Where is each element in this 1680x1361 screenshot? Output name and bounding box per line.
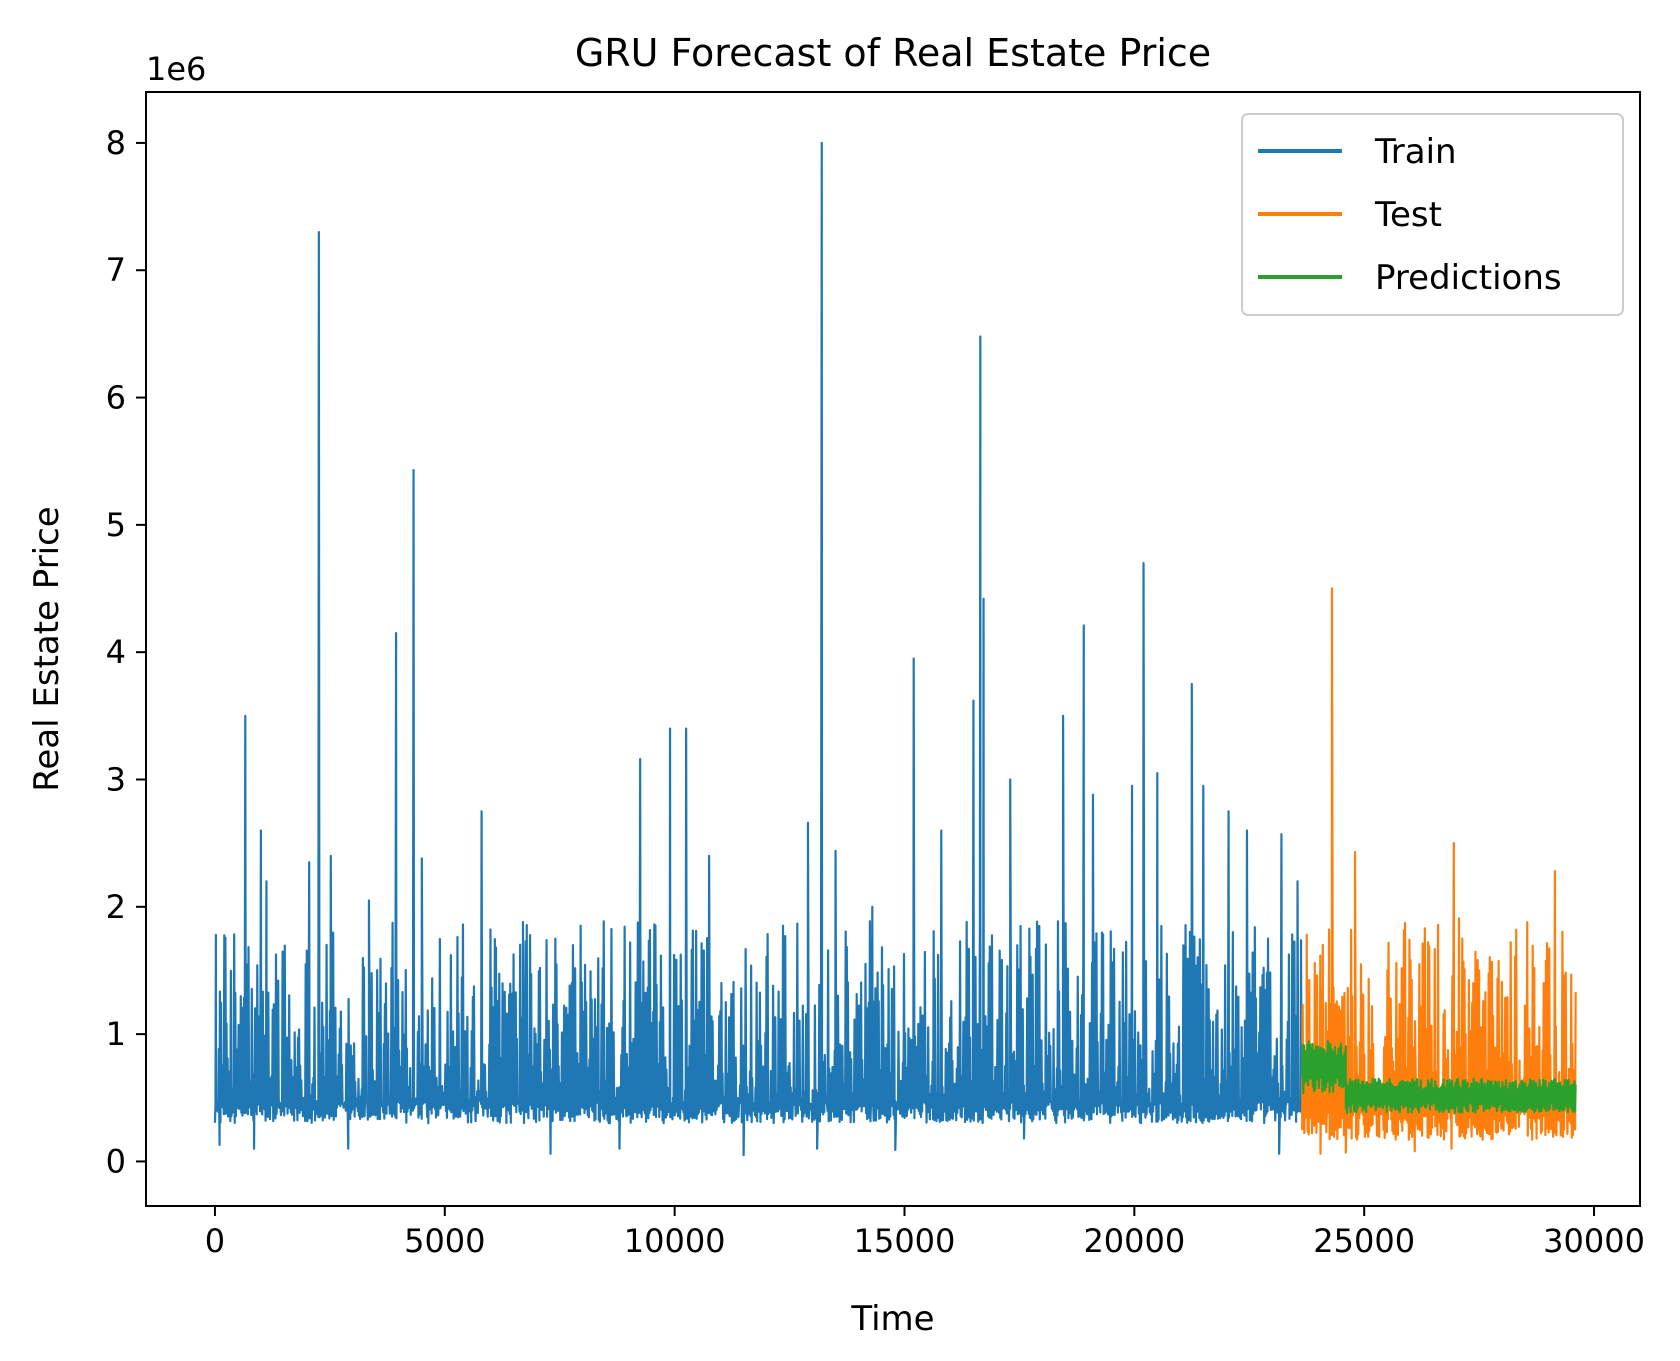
x-axis-ticks: 0 5000 10000 15000 20000 25000 30000 bbox=[205, 1206, 1645, 1260]
x-tick-label: 25000 bbox=[1313, 1222, 1415, 1260]
y-tick-label: 0 bbox=[106, 1142, 126, 1180]
y-tick-label: 3 bbox=[106, 760, 126, 798]
legend-label-test: Test bbox=[1374, 195, 1442, 235]
series-line-train bbox=[213, 141, 1304, 1157]
series-line-predictions bbox=[1301, 1039, 1577, 1115]
y-tick-label: 5 bbox=[106, 506, 126, 544]
y-tick-label: 4 bbox=[106, 633, 126, 671]
y-tick-label: 1 bbox=[106, 1015, 126, 1053]
y-axis-label: Real Estate Price bbox=[27, 506, 67, 791]
y-tick-label: 7 bbox=[106, 251, 126, 289]
plot-area bbox=[213, 141, 1577, 1157]
legend-box bbox=[1241, 113, 1624, 316]
x-tick-label: 30000 bbox=[1543, 1222, 1645, 1260]
series-layer bbox=[213, 141, 1577, 1157]
y-tick-label: 6 bbox=[106, 379, 126, 417]
y-axis-ticks: 0 1 2 3 4 5 6 7 8 bbox=[106, 124, 146, 1180]
axes-frame bbox=[145, 91, 1641, 1207]
x-tick-label: 20000 bbox=[1083, 1222, 1185, 1260]
chart-title: GRU Forecast of Real Estate Price bbox=[575, 31, 1211, 75]
legend: Train Test Predictions bbox=[1241, 113, 1624, 316]
legend-label-train: Train bbox=[1374, 132, 1457, 172]
x-axis-label: Time bbox=[850, 1299, 934, 1339]
x-tick-label: 0 bbox=[205, 1222, 225, 1260]
x-tick-label: 10000 bbox=[624, 1222, 726, 1260]
x-tick-label: 5000 bbox=[404, 1222, 485, 1260]
y-axis-scale-label: 1e6 bbox=[146, 50, 206, 88]
x-tick-label: 15000 bbox=[854, 1222, 956, 1260]
y-tick-label: 8 bbox=[106, 124, 126, 162]
y-tick-label: 2 bbox=[106, 888, 126, 926]
legend-label-predictions: Predictions bbox=[1375, 258, 1562, 298]
